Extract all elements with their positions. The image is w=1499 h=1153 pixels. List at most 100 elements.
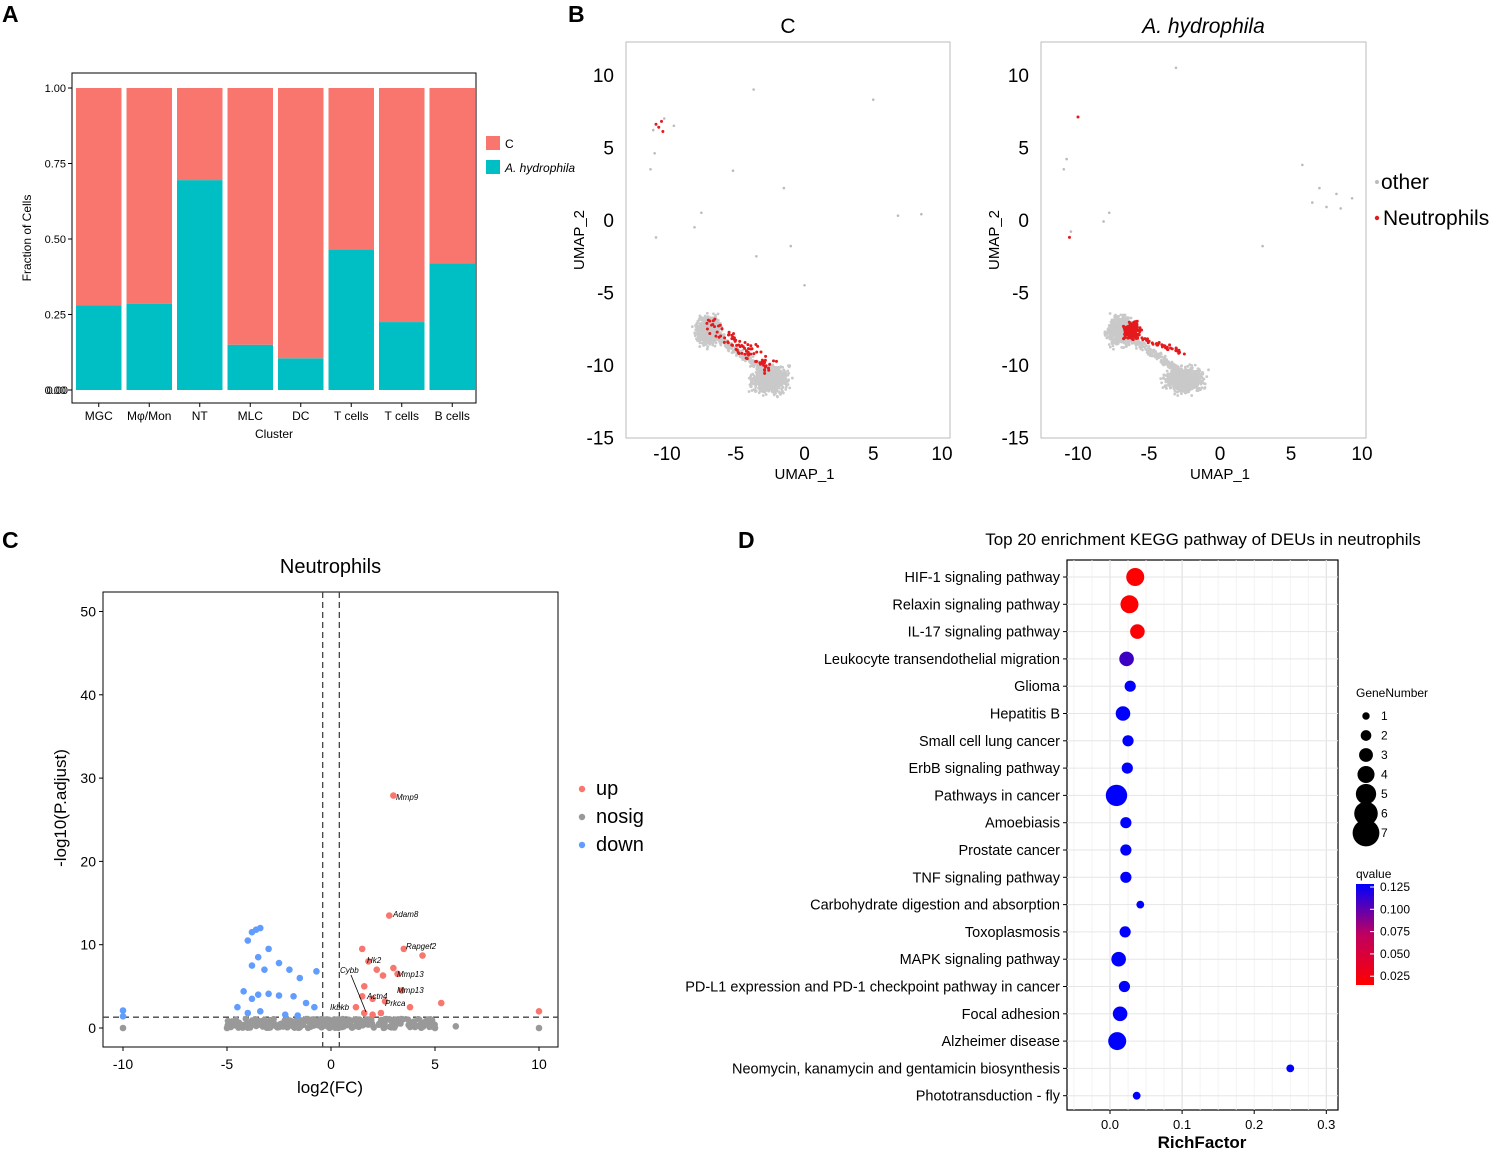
umap-point-other (1122, 346, 1125, 350)
umap-point-neutrophil (1123, 332, 1127, 336)
umap-x-tick-label: 10 (931, 444, 952, 465)
umap-point-other (1111, 325, 1115, 329)
bar-ah-4 (278, 358, 324, 390)
umap-cluster-other-0 (690, 311, 794, 399)
umap-x-tick-label: 0 (1215, 444, 1226, 465)
umap-point-other (747, 390, 751, 393)
umap-outlier-other (782, 186, 786, 190)
pathway-dot-4 (1124, 680, 1136, 692)
y-tick-label-3: 0.75 (45, 159, 66, 171)
umap-y-tick-label: -5 (597, 284, 614, 305)
x-tick-label-0: MGC (85, 409, 113, 423)
point-nosig (272, 1022, 279, 1030)
panel-label-a: A (2, 1, 19, 27)
umap-point-other (703, 330, 706, 334)
umap-point-neutrophil (718, 323, 722, 327)
umap-point-neutrophil (1127, 320, 1131, 324)
color-legend-title: qvalue (1356, 867, 1392, 881)
point-up (360, 983, 368, 990)
umap-outlier-other (653, 152, 656, 155)
pathway-dot-13 (1119, 926, 1131, 938)
umap-point-other (717, 326, 721, 330)
umap-point-other (767, 383, 771, 387)
umap-x-tick-label: -10 (653, 444, 680, 465)
umap-point-other (1170, 372, 1174, 376)
size-legend-label-4: 5 (1381, 787, 1388, 801)
umap-y-axis-label: UMAP_2 (986, 210, 1003, 270)
umap-point-other (1153, 354, 1157, 357)
umap-point-other (783, 376, 787, 380)
umap-point-neutrophil (730, 337, 734, 341)
umap-point-other (1174, 369, 1177, 373)
legend-key-neutrophils (1374, 215, 1380, 221)
point-nosig (244, 1019, 252, 1027)
bar-ah-2 (177, 180, 223, 390)
umap-point-other (1147, 352, 1150, 356)
umap-point-other (1180, 368, 1183, 372)
umap-point-neutrophil (1133, 330, 1137, 334)
point-down (244, 937, 252, 944)
umap-point-neutrophil (714, 334, 718, 338)
umap-point-other (1186, 364, 1190, 368)
umap-point-other (1171, 381, 1175, 384)
umap-point-other (1114, 315, 1117, 319)
umap-y-tick-label: 10 (593, 66, 614, 87)
umap-point-neutrophil (759, 350, 763, 354)
pathway-dot-14 (1111, 951, 1126, 967)
umap-x-tick-label: -5 (727, 444, 744, 465)
size-legend-label-6: 7 (1381, 826, 1388, 840)
umap-y-tick-label: -10 (1002, 356, 1029, 377)
gene-label-2: Rapgef2 (406, 942, 437, 951)
umap-point-other (698, 345, 702, 348)
point-down (261, 966, 268, 973)
umap-point-other (760, 378, 763, 382)
umap-outlier-other (651, 128, 655, 132)
pathway-dot-2 (1130, 624, 1145, 639)
pathway-label-1: Relaxin signaling pathway (892, 597, 1060, 613)
umap-point-other (718, 341, 722, 345)
plot-frame (1066, 559, 1339, 1111)
legend-label-c: C (505, 137, 514, 151)
point-down (240, 988, 247, 995)
y-tick-label-4: 1.00 (45, 83, 66, 95)
pathway-dot-12 (1136, 900, 1145, 909)
size-legend-key-2 (1359, 748, 1373, 762)
umap-point-other (760, 369, 764, 372)
legend-label-1: nosig (596, 806, 644, 828)
point-nosig (424, 1016, 432, 1023)
point-nosig (380, 1021, 387, 1028)
umap-point-other (755, 370, 759, 374)
umap-point-other (702, 344, 706, 347)
point-down (254, 953, 262, 961)
umap-point-other (1193, 363, 1197, 367)
y-tick-label-0: 0.00 (45, 385, 66, 397)
umap-point-other (702, 338, 706, 342)
umap-point-other (1190, 394, 1194, 397)
umap-point-other (781, 391, 785, 395)
umap-point-other (1134, 344, 1138, 347)
point-down (265, 945, 272, 953)
umap-outlier-other (1311, 201, 1314, 204)
umap-point-other (705, 325, 709, 329)
umap-point-other (749, 385, 753, 388)
umap-point-neutrophil (1170, 347, 1174, 351)
point-down (248, 962, 256, 969)
umap-point-other (1135, 346, 1138, 350)
umap-point-other (1108, 323, 1112, 327)
umap-y-tick-label: 5 (603, 139, 614, 160)
umap-point-other (1112, 347, 1115, 351)
umap-x-axis-label: UMAP_1 (774, 466, 834, 483)
x-tick-label-1: -5 (221, 1056, 234, 1072)
gene-label-7: Actn4 (366, 992, 388, 1001)
umap-point-other (757, 380, 761, 384)
bar-c-5 (328, 88, 374, 250)
umap-point-other (1183, 365, 1187, 369)
umap-point-neutrophil (746, 350, 750, 354)
pathway-label-16: Focal adhesion (962, 1007, 1060, 1023)
umap-point-other (1182, 376, 1186, 380)
umap-point-other (1188, 372, 1192, 376)
pathway-label-9: Amoebiasis (985, 816, 1060, 832)
umap-point-other (1115, 323, 1119, 327)
umap-point-other (765, 382, 769, 386)
umap-point-other (1203, 387, 1206, 390)
